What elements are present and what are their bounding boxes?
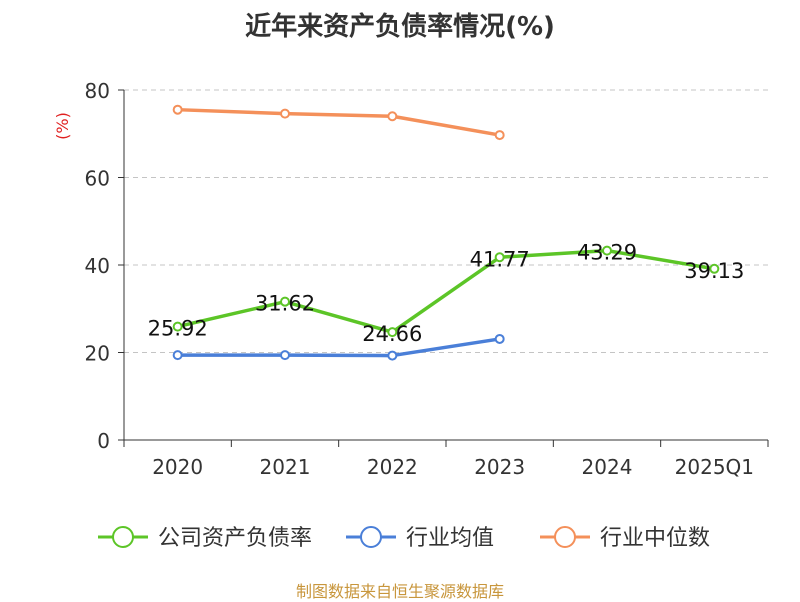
y-axis-title: (%) bbox=[53, 112, 72, 140]
legend-item: 行业中位数 bbox=[540, 526, 710, 551]
x-tick-label: 2025Q1 bbox=[675, 455, 754, 479]
data-point bbox=[387, 111, 398, 122]
data-point bbox=[494, 130, 505, 141]
data-point bbox=[387, 350, 398, 361]
data-point bbox=[172, 321, 183, 332]
source-note: 制图数据来自恒生聚源数据库 bbox=[295, 582, 504, 601]
x-tick-label: 2021 bbox=[260, 455, 311, 479]
legend-label: 行业中位数 bbox=[600, 526, 710, 551]
data-point bbox=[172, 104, 183, 115]
grid-lines bbox=[124, 89, 768, 353]
series-line bbox=[177, 248, 715, 334]
data-point bbox=[280, 296, 290, 307]
data-point bbox=[172, 350, 183, 361]
axes: 0 20 40 60 80 (%) 2020 2021 2022 2023 2024 2025Q1 bbox=[53, 79, 769, 479]
series bbox=[172, 104, 720, 361]
data-labels: 25.92 31.62 24.66 41.77 43.29 39.13 bbox=[148, 241, 745, 347]
y-tick-label: 0 bbox=[97, 429, 110, 453]
x-tick-label: 2020 bbox=[152, 455, 203, 479]
y-tick-label: 60 bbox=[85, 167, 110, 191]
y-tick-label: 40 bbox=[85, 254, 110, 278]
data-label: 24.66 bbox=[362, 322, 422, 346]
data-point bbox=[494, 333, 505, 344]
data-label: 31.62 bbox=[255, 292, 315, 316]
legend-label: 行业均值 bbox=[406, 526, 494, 551]
data-label: 39.13 bbox=[684, 259, 744, 283]
data-point bbox=[494, 252, 505, 263]
data-point bbox=[280, 350, 290, 361]
data-label: 41.77 bbox=[470, 247, 530, 271]
data-point bbox=[709, 263, 720, 274]
data-label: 25.92 bbox=[148, 317, 208, 341]
x-tick-label: 2024 bbox=[582, 455, 633, 479]
data-point bbox=[602, 245, 612, 256]
legend-swatch-marker bbox=[360, 526, 382, 548]
legend: 公司资产负债率 行业均值 行业中位数 bbox=[98, 526, 710, 551]
y-tick-label: 20 bbox=[85, 342, 110, 366]
legend-swatch-marker bbox=[112, 526, 134, 548]
x-tick-label: 2023 bbox=[474, 455, 525, 479]
data-point bbox=[280, 108, 290, 119]
chart-title: 近年来资产负债率情况(%) bbox=[245, 12, 555, 42]
legend-item: 公司资产负债率 bbox=[98, 526, 312, 551]
series-line bbox=[177, 337, 500, 358]
data-point bbox=[387, 327, 398, 338]
x-tick-label: 2022 bbox=[367, 455, 418, 479]
y-tick-label: 80 bbox=[85, 79, 110, 103]
legend-swatch-marker bbox=[554, 526, 576, 548]
legend-label: 公司资产负债率 bbox=[158, 526, 312, 551]
legend-item: 行业均值 bbox=[346, 526, 494, 551]
data-label: 43.29 bbox=[577, 241, 637, 265]
series-line bbox=[177, 107, 500, 137]
